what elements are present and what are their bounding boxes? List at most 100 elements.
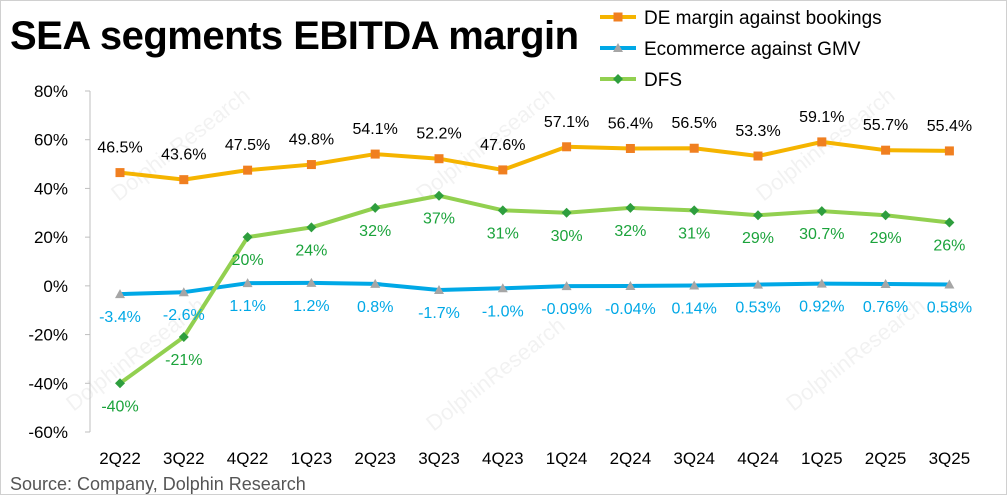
y-axis: -60% -40% -20% 0% 20% 40% 60% 80% — [28, 82, 91, 442]
data-label: 0.14% — [672, 301, 717, 318]
square-marker — [817, 137, 827, 147]
x-tick-label: 3Q25 — [929, 449, 971, 468]
legend-diamond-icon — [613, 74, 623, 84]
legend-triangle-icon — [613, 43, 623, 52]
data-label: 32% — [359, 223, 391, 240]
square-marker — [625, 143, 635, 153]
data-label: 56.5% — [672, 115, 717, 132]
data-label: 32% — [614, 223, 646, 240]
x-tick-label: 3Q22 — [163, 449, 205, 468]
data-label: 26% — [933, 238, 965, 255]
diamond-marker — [434, 190, 444, 201]
x-tick-label: 2Q25 — [865, 449, 907, 468]
y-tick-label: 20% — [34, 228, 68, 247]
legend-square-icon — [613, 12, 623, 22]
square-marker — [115, 168, 125, 178]
data-label: 20% — [232, 252, 264, 269]
triangle-marker — [816, 278, 827, 288]
x-tick-label: 3Q24 — [673, 449, 715, 468]
triangle-marker — [497, 283, 508, 293]
square-marker — [434, 154, 444, 164]
data-label: 29% — [870, 230, 902, 247]
square-marker — [243, 165, 253, 175]
data-label: -3.4% — [99, 309, 141, 326]
source-note: Source: Company, Dolphin Research — [10, 474, 306, 494]
diamond-marker — [178, 332, 189, 343]
square-marker — [370, 149, 380, 159]
data-label: 53.3% — [735, 123, 780, 140]
data-label: 30% — [551, 228, 583, 245]
x-tick-label: 1Q25 — [801, 449, 843, 468]
triangle-marker — [689, 280, 700, 290]
data-label: -1.0% — [482, 303, 524, 320]
diamond-marker — [115, 378, 125, 389]
data-label: 55.7% — [863, 117, 908, 134]
legend: DE margin against bookings Ecommerce agai… — [600, 8, 882, 91]
data-labels: 46.5% 43.6% 47.5% 49.8% 54.1% 52.2% 47.6% 57.1%… — [97, 109, 972, 415]
data-label: 0.58% — [927, 299, 972, 316]
y-tick-label: 40% — [34, 179, 68, 198]
triangle-marker — [561, 281, 572, 291]
square-marker — [944, 146, 954, 156]
data-label: -40% — [101, 398, 138, 415]
y-tick-label: -40% — [28, 374, 68, 393]
data-label: 59.1% — [799, 109, 844, 126]
square-marker — [689, 143, 699, 153]
y-tick-label: -20% — [28, 326, 68, 345]
legend-label: Ecommerce against GMV — [644, 39, 861, 60]
y-tick-label: 60% — [34, 131, 68, 150]
x-tick-label: 3Q23 — [418, 449, 460, 468]
square-marker — [179, 175, 189, 185]
series-lines — [118, 139, 952, 386]
x-tick-label: 2Q23 — [354, 449, 396, 468]
data-label: -0.04% — [605, 301, 656, 318]
triangle-marker — [242, 278, 253, 288]
data-label: -0.09% — [541, 301, 592, 318]
data-label: 49.8% — [289, 132, 334, 149]
diamond-marker — [753, 210, 763, 221]
legend-label: DE margin against bookings — [644, 8, 882, 29]
watermark-text: DolphinResearch — [421, 312, 569, 436]
diamond-marker — [561, 207, 572, 218]
x-tick-label: 2Q22 — [99, 449, 141, 468]
data-label: 0.76% — [863, 299, 908, 316]
triangle-marker — [370, 278, 381, 288]
data-label: 31% — [678, 225, 710, 242]
watermark-layer: DolphinResearch DolphinResearch DolphinRes… — [61, 82, 929, 436]
triangle-marker — [434, 284, 444, 294]
series-line-0 — [118, 139, 952, 182]
triangle-marker — [944, 279, 955, 289]
x-tick-label: 4Q23 — [482, 449, 524, 468]
diamond-marker — [880, 210, 891, 221]
diamond-marker — [242, 232, 253, 243]
square-marker — [562, 142, 572, 152]
data-label: 57.1% — [544, 114, 589, 131]
square-marker — [753, 151, 763, 161]
diamond-marker — [689, 205, 700, 216]
data-label: 43.6% — [161, 147, 206, 164]
triangle-marker — [880, 279, 891, 289]
data-label: 1.2% — [293, 298, 329, 315]
data-label: -21% — [165, 352, 202, 369]
diamond-marker — [497, 205, 508, 216]
x-tick-label: 1Q24 — [546, 449, 588, 468]
diamond-marker — [944, 217, 955, 228]
data-label: 24% — [295, 242, 327, 259]
data-label: 54.1% — [353, 121, 398, 138]
data-label: 0.92% — [799, 299, 844, 316]
y-tick-label: 0% — [43, 277, 68, 296]
x-tick-label: 1Q23 — [291, 449, 333, 468]
data-label: 31% — [487, 225, 519, 242]
triangle-marker — [115, 289, 125, 299]
data-label: 47.5% — [225, 137, 270, 154]
data-label: 52.2% — [416, 126, 461, 143]
chart-title: SEA segments EBITDA margin — [10, 14, 579, 58]
data-label: 46.5% — [97, 140, 142, 157]
diamond-marker — [370, 202, 381, 213]
x-tick-label: 4Q22 — [227, 449, 269, 468]
data-label: 30.7% — [799, 226, 844, 243]
x-tick-label: 2Q24 — [610, 449, 652, 468]
series-line-2 — [118, 193, 952, 386]
triangle-marker — [178, 287, 189, 297]
